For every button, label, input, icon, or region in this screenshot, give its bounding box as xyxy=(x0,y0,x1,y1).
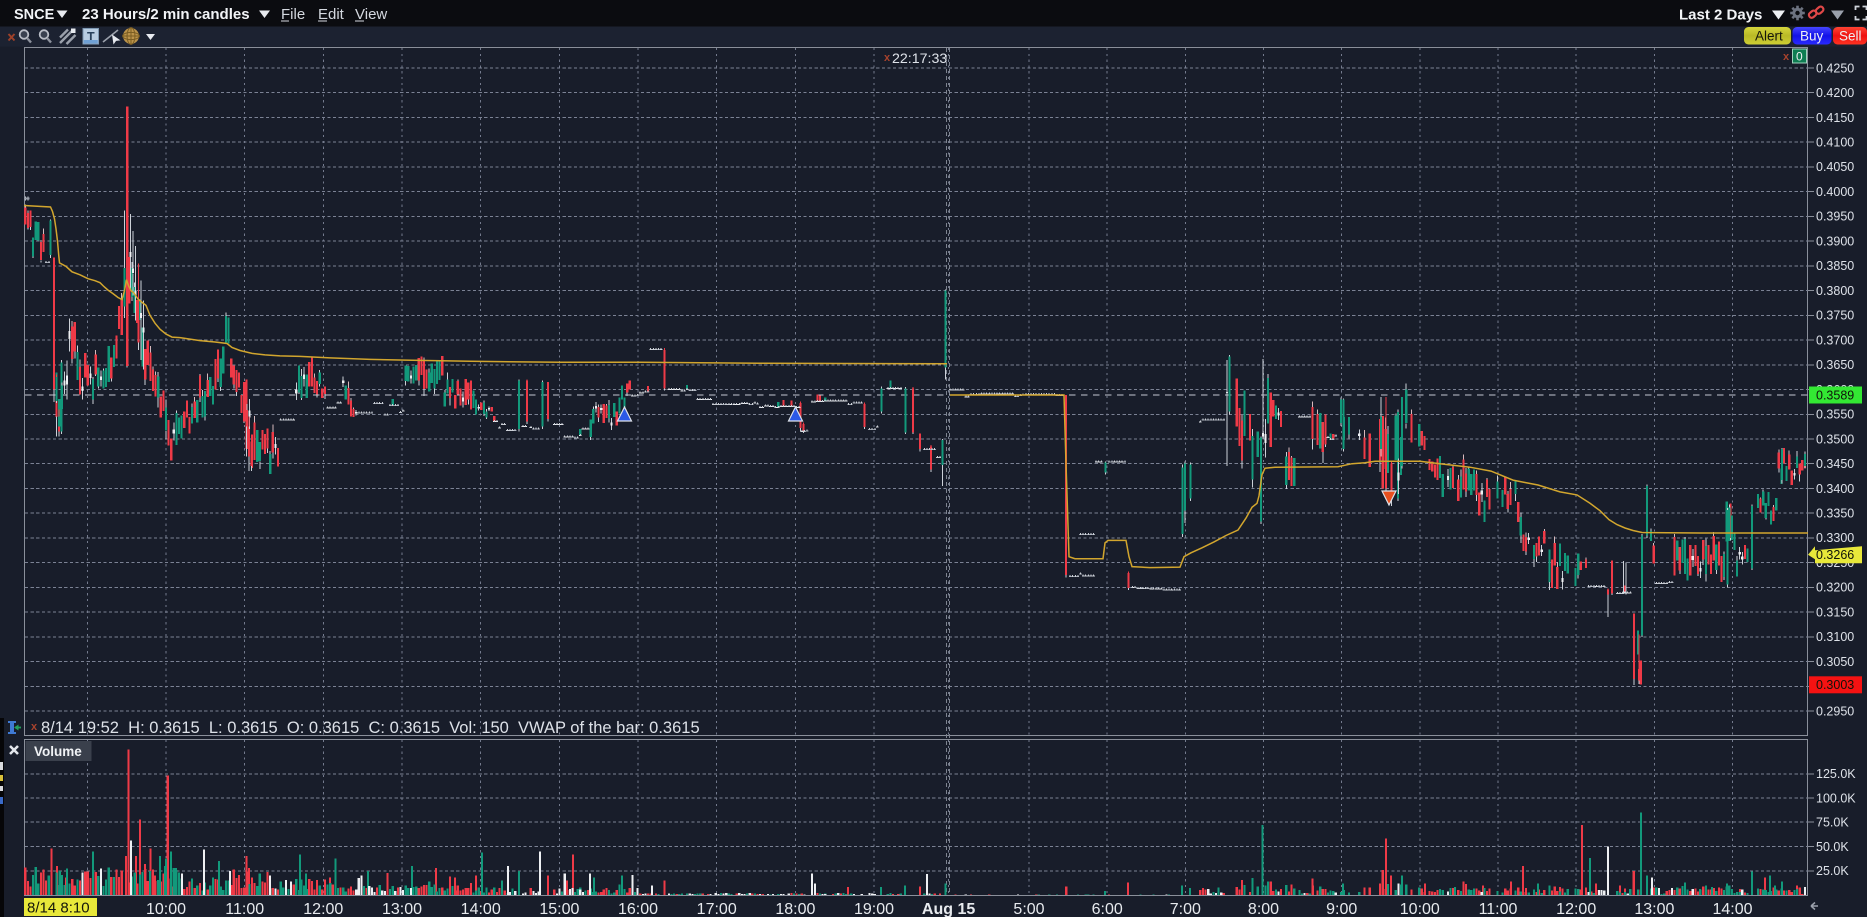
svg-text:0: 0 xyxy=(1796,50,1803,64)
svg-text:9:00: 9:00 xyxy=(1326,901,1357,917)
svg-text:0.4200: 0.4200 xyxy=(1816,86,1854,100)
svg-text:13:00: 13:00 xyxy=(382,901,422,917)
svg-text:0.3450: 0.3450 xyxy=(1816,457,1854,471)
svg-text:0.3003: 0.3003 xyxy=(1816,678,1854,692)
svg-text:5:00: 5:00 xyxy=(1013,901,1044,917)
svg-text:0.4250: 0.4250 xyxy=(1816,61,1854,75)
svg-text:19:00: 19:00 xyxy=(854,901,894,917)
svg-text:0.4150: 0.4150 xyxy=(1816,111,1854,125)
svg-text:Alert: Alert xyxy=(1755,29,1783,44)
svg-text:8/14 8:10: 8/14 8:10 xyxy=(27,900,90,917)
svg-text:0.4100: 0.4100 xyxy=(1816,136,1854,150)
svg-text:23 Hours/2 min candles: 23 Hours/2 min candles xyxy=(82,6,250,23)
svg-text:11:00: 11:00 xyxy=(225,901,264,917)
svg-text:Volume: Volume xyxy=(34,744,82,759)
svg-text:Aug 15: Aug 15 xyxy=(922,901,975,917)
svg-text:8/14 19:52 H: 0.3615 L: 0.36: 8/14 19:52 H: 0.3615 L: 0.3615 O: 0.3615… xyxy=(41,719,700,737)
svg-text:0.3200: 0.3200 xyxy=(1816,581,1854,595)
svg-text:25.0K: 25.0K xyxy=(1816,864,1849,878)
svg-text:0.3850: 0.3850 xyxy=(1816,259,1854,273)
svg-text:0.3589: 0.3589 xyxy=(1816,388,1854,402)
svg-text:17:00: 17:00 xyxy=(697,901,737,917)
svg-text:7:00: 7:00 xyxy=(1170,901,1201,917)
svg-text:18:00: 18:00 xyxy=(775,901,815,917)
svg-text:6:00: 6:00 xyxy=(1092,901,1123,917)
svg-text:10:00: 10:00 xyxy=(1400,901,1440,917)
svg-text:SNCE: SNCE xyxy=(14,7,55,23)
svg-text:0.4050: 0.4050 xyxy=(1816,160,1854,174)
svg-text:x: x xyxy=(1783,51,1790,63)
svg-text:14:00: 14:00 xyxy=(461,901,501,917)
svg-text:0.4000: 0.4000 xyxy=(1816,185,1854,199)
svg-text:12:00: 12:00 xyxy=(303,901,343,917)
svg-text:Buy: Buy xyxy=(1800,29,1824,44)
svg-text:Sell: Sell xyxy=(1839,29,1862,44)
svg-text:8:00: 8:00 xyxy=(1248,901,1279,917)
svg-text:0.3050: 0.3050 xyxy=(1816,655,1854,669)
svg-text:Edit: Edit xyxy=(318,6,345,23)
svg-text:10:00: 10:00 xyxy=(146,901,186,917)
svg-text:0.3550: 0.3550 xyxy=(1816,408,1854,422)
svg-text:12:00: 12:00 xyxy=(1556,901,1596,917)
svg-text:15:00: 15:00 xyxy=(539,901,579,917)
svg-text:50.0K: 50.0K xyxy=(1816,840,1849,854)
svg-text:x: x xyxy=(884,52,891,64)
svg-text:0.3350: 0.3350 xyxy=(1816,507,1854,521)
svg-text:125.0K: 125.0K xyxy=(1816,767,1856,781)
svg-text:11:00: 11:00 xyxy=(1479,901,1518,917)
svg-text:0.3950: 0.3950 xyxy=(1816,210,1854,224)
svg-text:Last 2 Days: Last 2 Days xyxy=(1679,7,1762,24)
svg-text:100.0K: 100.0K xyxy=(1816,791,1856,805)
svg-text:16:00: 16:00 xyxy=(618,901,658,917)
svg-text:0.3700: 0.3700 xyxy=(1816,333,1854,347)
svg-text:14:00: 14:00 xyxy=(1712,901,1752,917)
svg-text:0.2950: 0.2950 xyxy=(1816,704,1854,718)
svg-text:View: View xyxy=(355,6,387,23)
svg-text:0.3750: 0.3750 xyxy=(1816,309,1854,323)
svg-text:0.3500: 0.3500 xyxy=(1816,432,1854,446)
svg-text:0.3900: 0.3900 xyxy=(1816,234,1854,248)
svg-text:0.3800: 0.3800 xyxy=(1816,284,1854,298)
svg-text:75.0K: 75.0K xyxy=(1816,816,1849,830)
svg-text:0.3650: 0.3650 xyxy=(1816,358,1854,372)
svg-text:0.3266: 0.3266 xyxy=(1816,548,1854,562)
svg-text:0.3300: 0.3300 xyxy=(1816,531,1854,545)
svg-text:0.3400: 0.3400 xyxy=(1816,482,1854,496)
svg-text:22:17:33: 22:17:33 xyxy=(892,51,947,67)
svg-text:x: x xyxy=(31,721,38,733)
svg-text:T: T xyxy=(87,30,95,44)
svg-text:0.3100: 0.3100 xyxy=(1816,630,1854,644)
svg-text:File: File xyxy=(281,6,305,23)
svg-text:0.3150: 0.3150 xyxy=(1816,605,1854,619)
svg-text:13:00: 13:00 xyxy=(1634,901,1674,917)
